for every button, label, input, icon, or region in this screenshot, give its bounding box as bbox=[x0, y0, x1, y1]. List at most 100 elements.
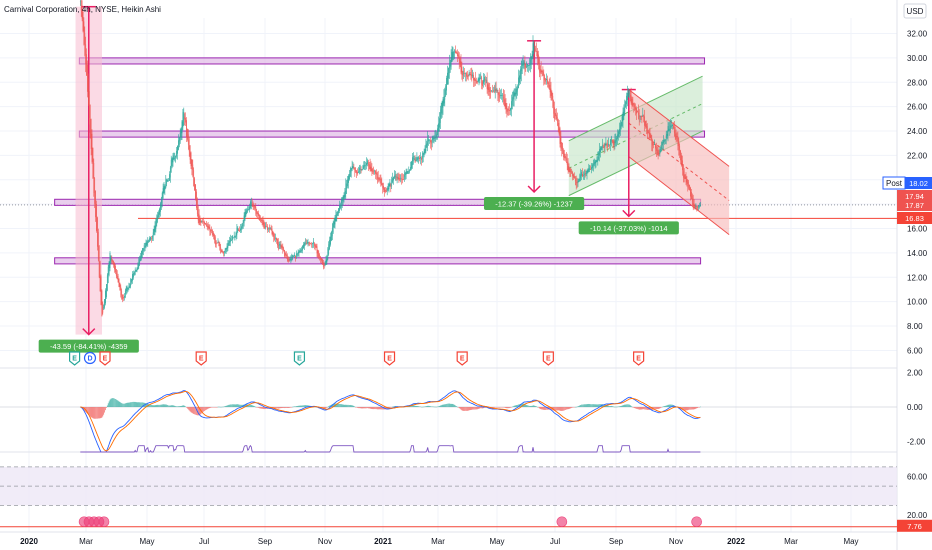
macd-histogram-bar bbox=[363, 407, 365, 409]
macd-histogram-bar bbox=[529, 405, 531, 407]
macd-histogram-bar bbox=[463, 407, 465, 411]
candle bbox=[401, 178, 402, 180]
candle bbox=[501, 95, 502, 96]
measure-badge bbox=[483, 196, 585, 210]
candle bbox=[225, 248, 227, 251]
macd-histogram-bar bbox=[227, 405, 229, 407]
candle bbox=[613, 141, 615, 145]
candle bbox=[177, 145, 178, 154]
candle bbox=[403, 179, 404, 180]
candle bbox=[413, 158, 415, 159]
macd-histogram-bar bbox=[414, 405, 416, 407]
candle bbox=[241, 226, 242, 230]
candle bbox=[601, 146, 602, 150]
candle bbox=[699, 205, 700, 207]
macd-histogram-bar bbox=[340, 404, 341, 407]
candle bbox=[473, 75, 474, 81]
macd-histogram-bar bbox=[502, 407, 504, 408]
candle bbox=[396, 176, 398, 178]
macd-histogram-bar bbox=[97, 407, 98, 419]
macd-histogram-bar bbox=[464, 407, 465, 411]
macd-histogram-bar bbox=[499, 407, 501, 408]
candle bbox=[360, 168, 362, 170]
macd-histogram-bar bbox=[570, 407, 572, 409]
macd-histogram-bar bbox=[359, 407, 361, 409]
macd-histogram-bar bbox=[590, 404, 591, 407]
rsi-tick-label: 20.00 bbox=[907, 511, 928, 520]
macd-histogram-bar bbox=[530, 405, 532, 407]
candle bbox=[154, 225, 156, 232]
candle bbox=[667, 126, 669, 136]
post-price: 18.02 bbox=[909, 179, 928, 188]
macd-histogram-bar bbox=[357, 407, 358, 408]
candle bbox=[691, 192, 692, 200]
candle bbox=[412, 157, 413, 166]
macd-histogram-bar bbox=[416, 406, 418, 407]
post-price-bg bbox=[905, 177, 932, 189]
macd-histogram-bar bbox=[660, 407, 662, 408]
candle bbox=[373, 170, 375, 173]
macd-histogram-bar bbox=[592, 404, 594, 407]
macd-histogram-bar bbox=[368, 407, 370, 409]
macd-histogram-bar bbox=[115, 399, 116, 407]
candle bbox=[223, 251, 224, 254]
candle bbox=[248, 209, 249, 211]
candle bbox=[308, 242, 310, 244]
macd-histogram-bar bbox=[439, 405, 441, 407]
candle bbox=[365, 165, 366, 167]
macd-histogram-bar bbox=[255, 406, 257, 408]
candle bbox=[83, 21, 85, 45]
candle bbox=[353, 167, 355, 169]
earnings-marker bbox=[633, 351, 645, 366]
macd-histogram-bar bbox=[171, 405, 173, 407]
candle bbox=[347, 179, 348, 187]
candle bbox=[282, 247, 284, 250]
macd-histogram-bar bbox=[167, 404, 168, 407]
candle bbox=[190, 152, 192, 167]
macd-histogram-bar bbox=[479, 407, 481, 409]
macd-histogram-bar bbox=[161, 404, 163, 407]
price-tick-label: 10.00 bbox=[907, 298, 928, 307]
macd-histogram-bar bbox=[264, 407, 266, 410]
candle bbox=[528, 65, 529, 66]
candle bbox=[675, 133, 677, 139]
candle bbox=[618, 131, 619, 137]
candle bbox=[86, 54, 87, 76]
candle bbox=[214, 234, 215, 240]
macd-histogram-bar bbox=[575, 406, 577, 408]
macd-histogram-bar bbox=[329, 405, 330, 407]
macd-histogram-bar bbox=[446, 403, 447, 407]
candle bbox=[171, 158, 173, 167]
macd-histogram-bar bbox=[108, 401, 110, 407]
candle bbox=[682, 160, 683, 171]
macd-histogram-bar bbox=[241, 404, 243, 407]
price-axis[interactable]: 32.0030.0028.0026.0024.0022.0020.0018.00… bbox=[907, 30, 928, 521]
candle bbox=[324, 264, 326, 266]
macd-histogram-bar bbox=[352, 405, 354, 407]
macd-histogram-bar bbox=[346, 404, 348, 407]
candle bbox=[554, 107, 555, 119]
time-axis[interactable]: 2020 Mar May Jul Sep Nov 2021 Mar May Jul Sep Nov 20… bbox=[20, 537, 858, 546]
candle bbox=[381, 182, 383, 186]
candle bbox=[88, 78, 89, 105]
macd-histogram-bar bbox=[657, 407, 659, 410]
macd-histogram-bar bbox=[588, 403, 590, 407]
candle bbox=[620, 123, 622, 129]
macd-histogram-bar bbox=[472, 407, 474, 410]
macd-histogram-bar bbox=[183, 405, 185, 407]
macd-histogram-bar bbox=[142, 402, 144, 407]
candle bbox=[576, 182, 578, 184]
macd-histogram-bar bbox=[507, 407, 509, 409]
currency-button[interactable] bbox=[903, 3, 927, 19]
macd-histogram-bar bbox=[248, 404, 249, 407]
price-tick-label: 6.00 bbox=[907, 346, 923, 355]
candle bbox=[406, 171, 408, 174]
candle bbox=[160, 203, 161, 212]
macd-histogram-bar bbox=[287, 407, 289, 408]
candle bbox=[210, 229, 212, 232]
candle bbox=[391, 179, 393, 186]
macd-histogram-bar bbox=[168, 405, 169, 407]
candle bbox=[500, 95, 501, 96]
candle bbox=[394, 175, 395, 179]
